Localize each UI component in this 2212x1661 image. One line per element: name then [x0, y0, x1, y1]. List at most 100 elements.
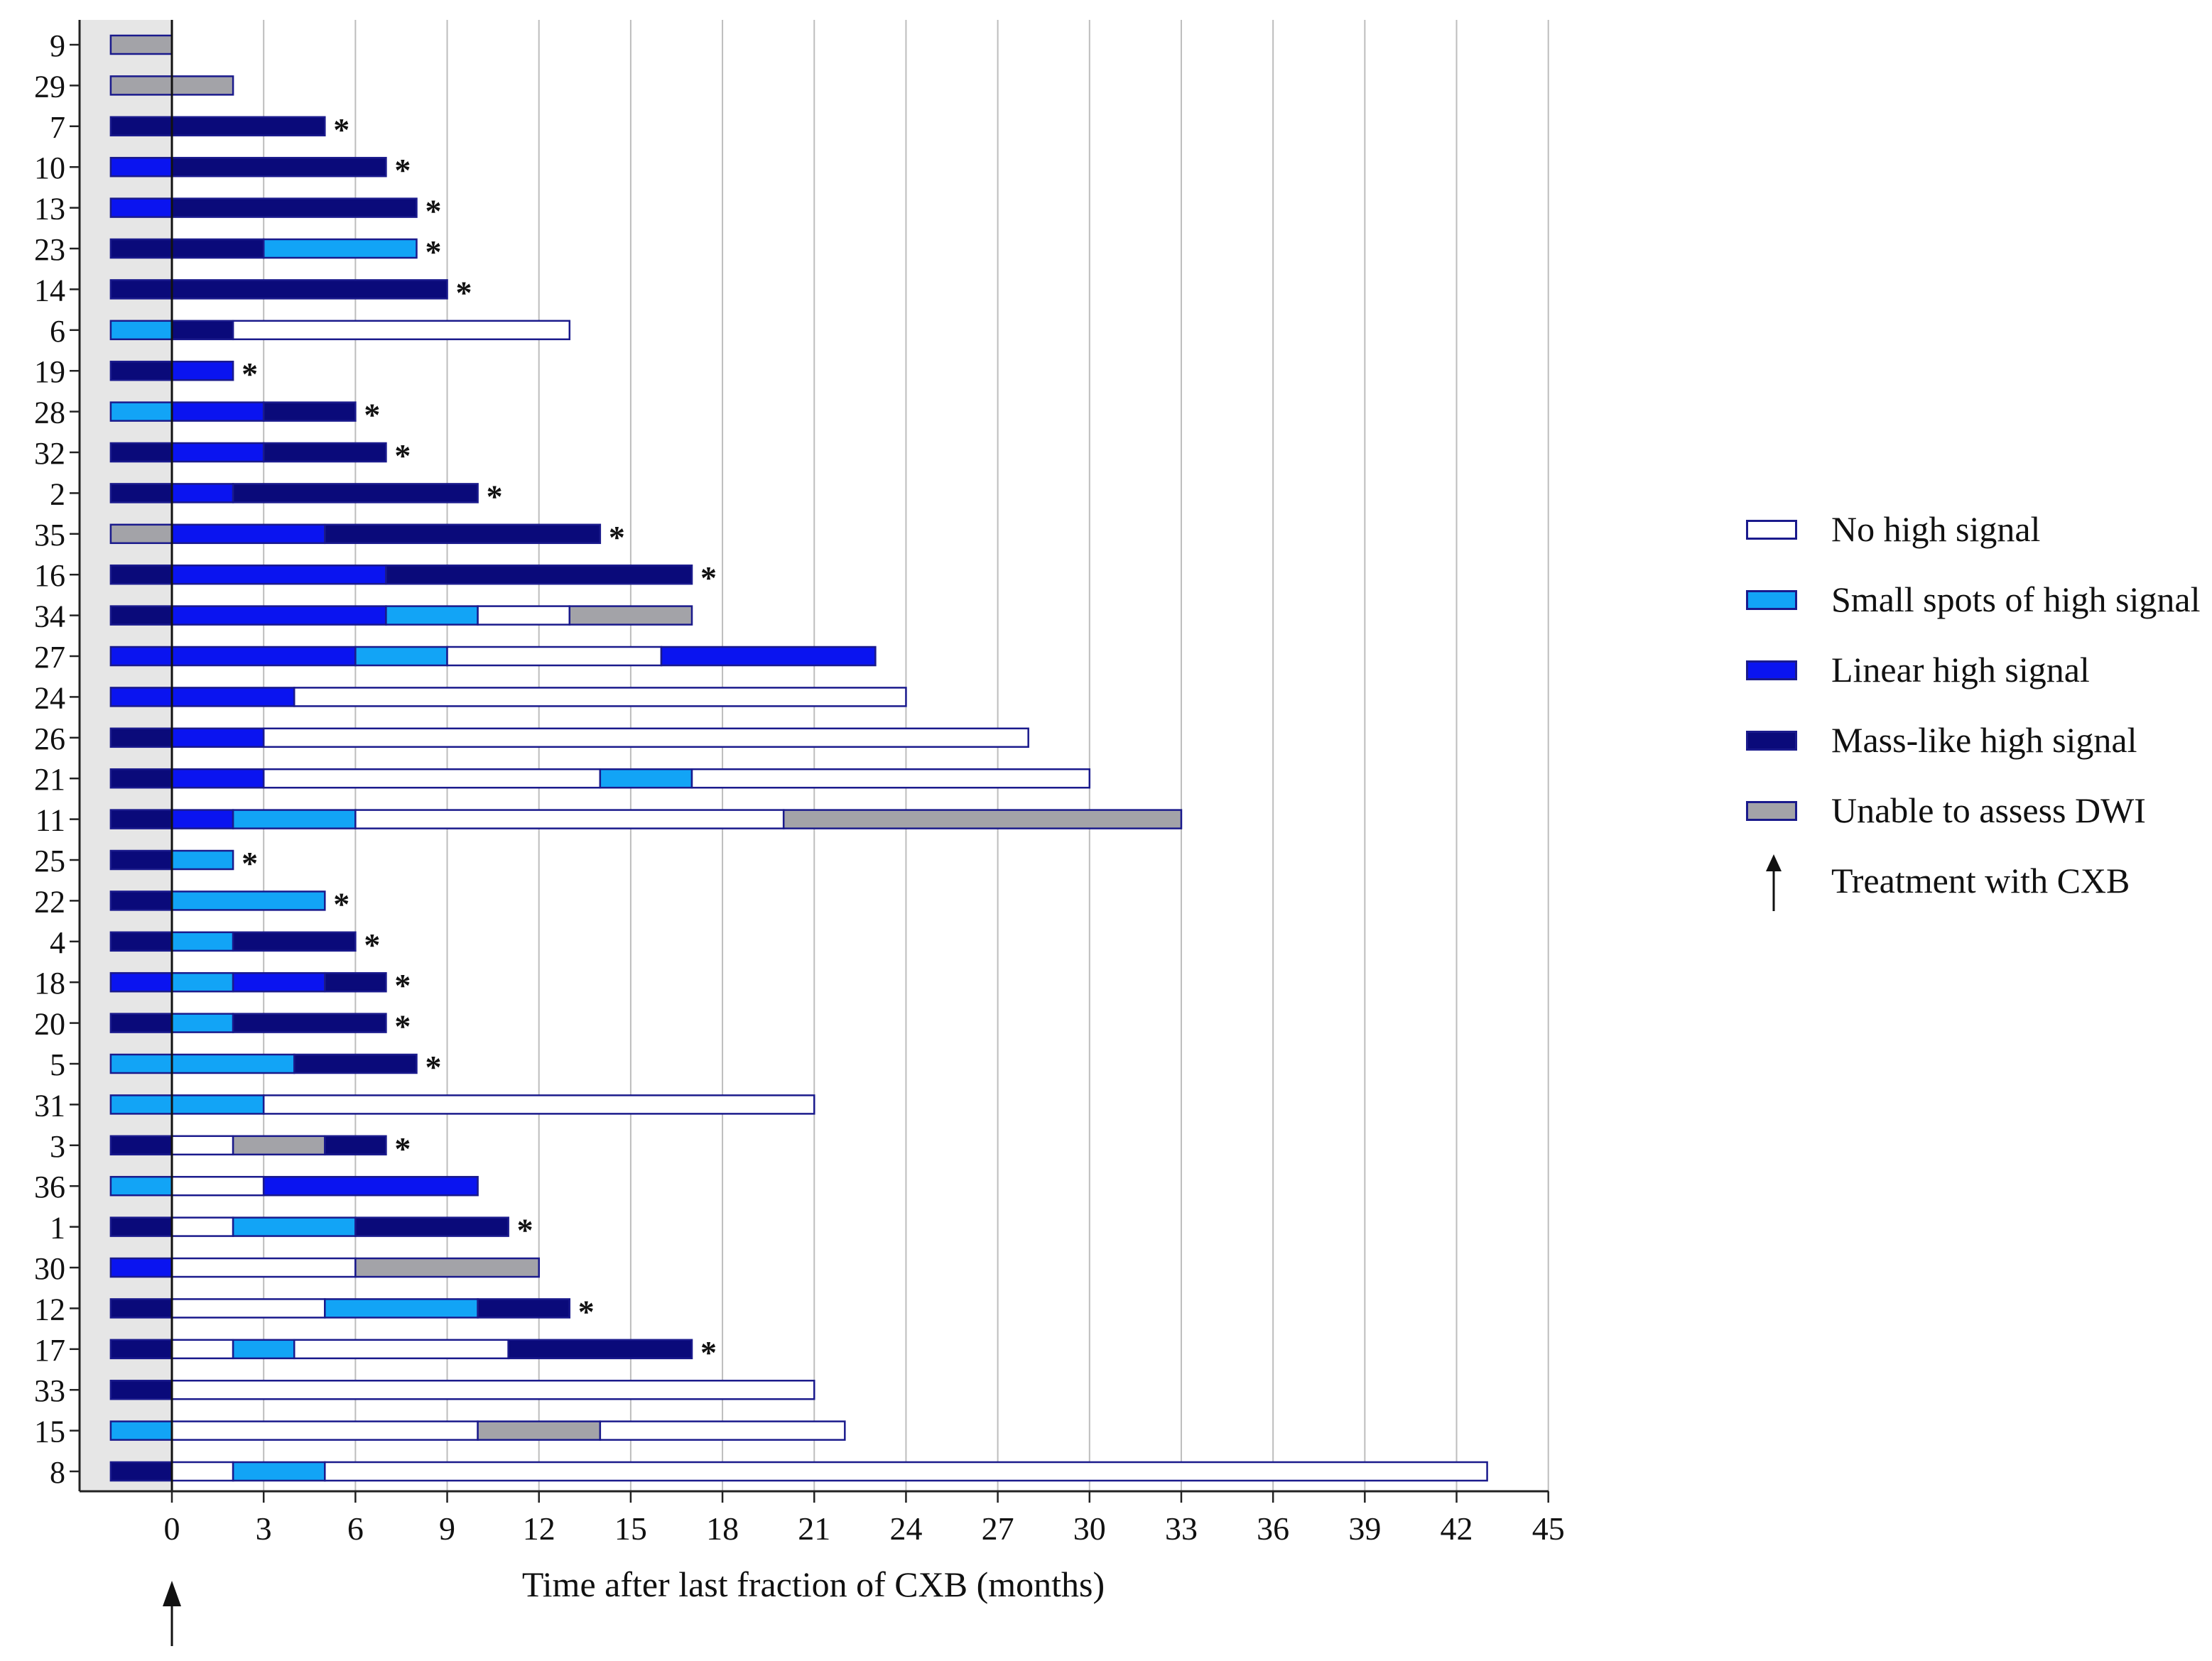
y-tick-label: 13 — [34, 192, 65, 227]
baseline-segment — [109, 1379, 173, 1400]
x-tick-label: 27 — [982, 1510, 1014, 1547]
legend-swatch-mass — [1746, 731, 1797, 751]
patient-bar-11 — [109, 809, 1183, 829]
segment-none — [170, 1216, 234, 1237]
segment-mass — [324, 1135, 387, 1156]
segment-none — [324, 1461, 1488, 1482]
x-tick-label: 45 — [1532, 1510, 1565, 1547]
baseline-segment — [109, 687, 173, 707]
baseline-segment — [109, 931, 173, 952]
segment-linear — [170, 687, 296, 707]
segment-small — [170, 971, 234, 993]
segment-mass — [507, 1339, 693, 1360]
patient-bar-31 — [109, 1094, 815, 1115]
x-tick-label: 24 — [889, 1510, 922, 1547]
progression-star: * — [456, 274, 472, 310]
segment-mass — [324, 523, 602, 545]
baseline-segment — [109, 891, 173, 911]
y-tick-label: 3 — [50, 1129, 65, 1164]
segment-none — [690, 768, 1091, 789]
baseline-segment — [109, 442, 173, 463]
segment-none — [170, 1420, 479, 1441]
y-tick-label: 6 — [50, 314, 65, 349]
progression-star: * — [578, 1293, 595, 1329]
baseline-segment — [109, 1298, 173, 1319]
patient-bar-35: * — [109, 519, 625, 555]
legend-label: No high signal — [1831, 509, 2041, 549]
patient-bar-27 — [109, 646, 877, 667]
legend-swatch-linear — [1746, 660, 1797, 680]
segment-small — [170, 1053, 296, 1074]
patient-bar-22: * — [109, 886, 349, 922]
baseline-segment — [109, 1013, 173, 1033]
patient-bar-30 — [109, 1257, 540, 1278]
x-axis-title: Time after last fraction of CXB (months) — [522, 1564, 1105, 1604]
segment-mass — [293, 1053, 418, 1074]
progression-star: * — [517, 1212, 533, 1248]
y-tick-label: 24 — [34, 680, 65, 715]
segment-linear — [170, 727, 265, 748]
y-tick-label: 4 — [50, 925, 65, 960]
patient-bar-1: * — [109, 1212, 533, 1248]
segment-linear — [170, 442, 265, 463]
y-tick-label: 8 — [50, 1455, 65, 1490]
patient-bar-21 — [109, 768, 1091, 789]
patient-bar-19: * — [109, 356, 258, 392]
patient-bar-29 — [109, 75, 234, 96]
x-tick-label: 0 — [164, 1510, 180, 1547]
legend-item-small: Small spots of high signal — [1740, 573, 2209, 643]
baseline-segment — [109, 360, 173, 381]
y-tick-label: 25 — [34, 844, 65, 878]
y-tick-label: 29 — [34, 69, 65, 104]
segment-unable — [354, 1257, 540, 1278]
progression-star: * — [242, 356, 258, 392]
patient-bar-20: * — [109, 1008, 411, 1045]
segment-mass — [170, 279, 448, 300]
segment-none — [170, 1379, 815, 1400]
legend-item-unable: Unable to assess DWI — [1740, 784, 2209, 854]
segment-linear — [170, 401, 265, 422]
legend-swatch-unable — [1746, 801, 1797, 821]
segment-mass — [324, 971, 387, 993]
baseline-segment — [109, 971, 173, 993]
segment-linear — [170, 523, 326, 545]
segment-mass — [232, 931, 357, 952]
baseline-segment — [109, 564, 173, 585]
y-tick-label: 30 — [34, 1251, 65, 1286]
y-tick-label: 1 — [50, 1211, 65, 1246]
treatment-arrow-icon — [163, 1581, 181, 1646]
segment-none — [599, 1420, 846, 1441]
baseline-segment — [109, 34, 173, 55]
progression-star: * — [487, 478, 503, 514]
baseline-segment — [109, 605, 173, 626]
progression-star: * — [394, 437, 411, 474]
baseline-segment — [109, 483, 173, 503]
baseline-segment — [109, 768, 173, 789]
x-tick-label: 42 — [1441, 1510, 1473, 1547]
y-tick-label: 22 — [34, 884, 65, 919]
segment-mass — [170, 238, 265, 259]
baseline-segment — [109, 1216, 173, 1237]
segment-small — [354, 646, 448, 667]
segment-linear — [232, 971, 326, 993]
segment-none — [293, 687, 907, 707]
segment-none — [293, 1339, 509, 1360]
segment-small — [232, 1216, 357, 1237]
legend-swatch-none — [1746, 520, 1797, 540]
legend-item-none: No high signal — [1740, 503, 2209, 573]
y-tick-label: 14 — [34, 273, 65, 307]
segment-small — [262, 238, 418, 259]
segment-none — [170, 1135, 234, 1156]
segment-small — [599, 768, 693, 789]
segment-small — [170, 1094, 265, 1115]
segment-linear — [170, 483, 234, 503]
legend-item-arrow: Treatment with CXB — [1740, 854, 2209, 925]
patient-bar-33 — [109, 1379, 815, 1400]
y-tick-label: 9 — [50, 28, 65, 63]
baseline-segment — [109, 197, 173, 218]
y-tick-label: 16 — [34, 558, 65, 593]
segment-small — [385, 605, 479, 626]
segment-mass — [170, 116, 326, 137]
patient-bar-36 — [109, 1175, 479, 1197]
